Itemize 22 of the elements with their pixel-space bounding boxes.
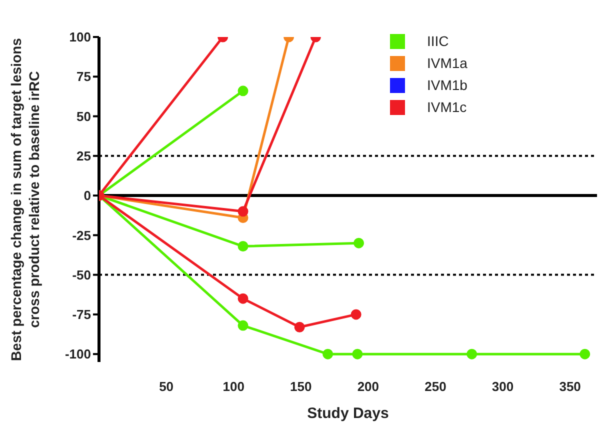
x-axis-title: Study Days bbox=[307, 405, 389, 422]
legend-label: IVM1b bbox=[427, 77, 468, 93]
x-tick-label: 350 bbox=[559, 379, 581, 394]
x-tick-label: 200 bbox=[357, 379, 380, 394]
x-tick-label: 150 bbox=[290, 379, 312, 394]
y-tick-label: -100 bbox=[64, 346, 91, 362]
x-tick-label: 250 bbox=[424, 379, 446, 394]
y-tick-label: -25 bbox=[72, 228, 91, 243]
y-tick-label: 50 bbox=[76, 108, 91, 124]
legend-label: IIIC bbox=[427, 33, 449, 49]
y-tick-label: -75 bbox=[72, 307, 91, 322]
y-tick-label: -50 bbox=[72, 267, 91, 282]
y-axis-title: Best percentage change in sum of target lesions cross product relative to baseline irRC bbox=[8, 38, 42, 361]
legend-label: IVM1c bbox=[427, 99, 467, 115]
y-tick-label: 75 bbox=[76, 69, 91, 84]
x-tick-label: 300 bbox=[492, 379, 514, 394]
y-tick-label: 100 bbox=[69, 30, 91, 45]
x-tick-label: 100 bbox=[222, 379, 244, 394]
x-tick-label: 50 bbox=[159, 379, 174, 394]
legend-label: IVM1a bbox=[427, 55, 468, 71]
y-tick-label: 0 bbox=[84, 188, 91, 204]
y-tick-label: 25 bbox=[76, 148, 91, 164]
